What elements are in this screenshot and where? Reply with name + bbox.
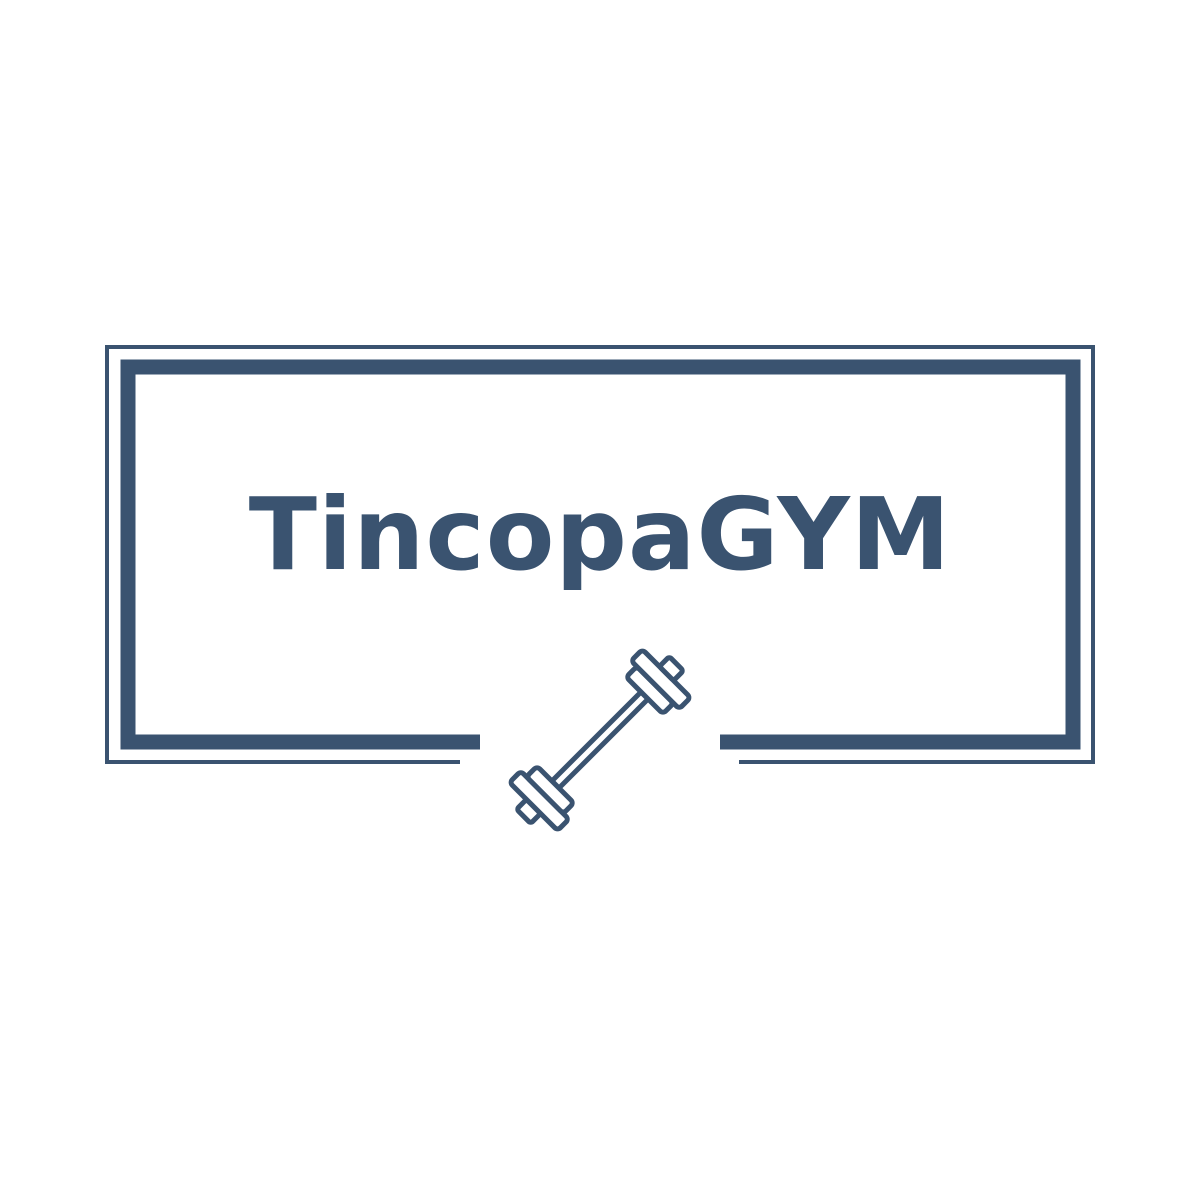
dumbbell-collar-right (658, 655, 685, 682)
brand-name: TincopaGYM (248, 476, 952, 593)
dumbbell-bar (550, 690, 650, 790)
inner-frame-line (120, 359, 1081, 750)
dumbbell-plate-left-inner (525, 765, 575, 815)
outer-frame-line (105, 345, 1095, 764)
dumbbell-icon (508, 648, 692, 832)
